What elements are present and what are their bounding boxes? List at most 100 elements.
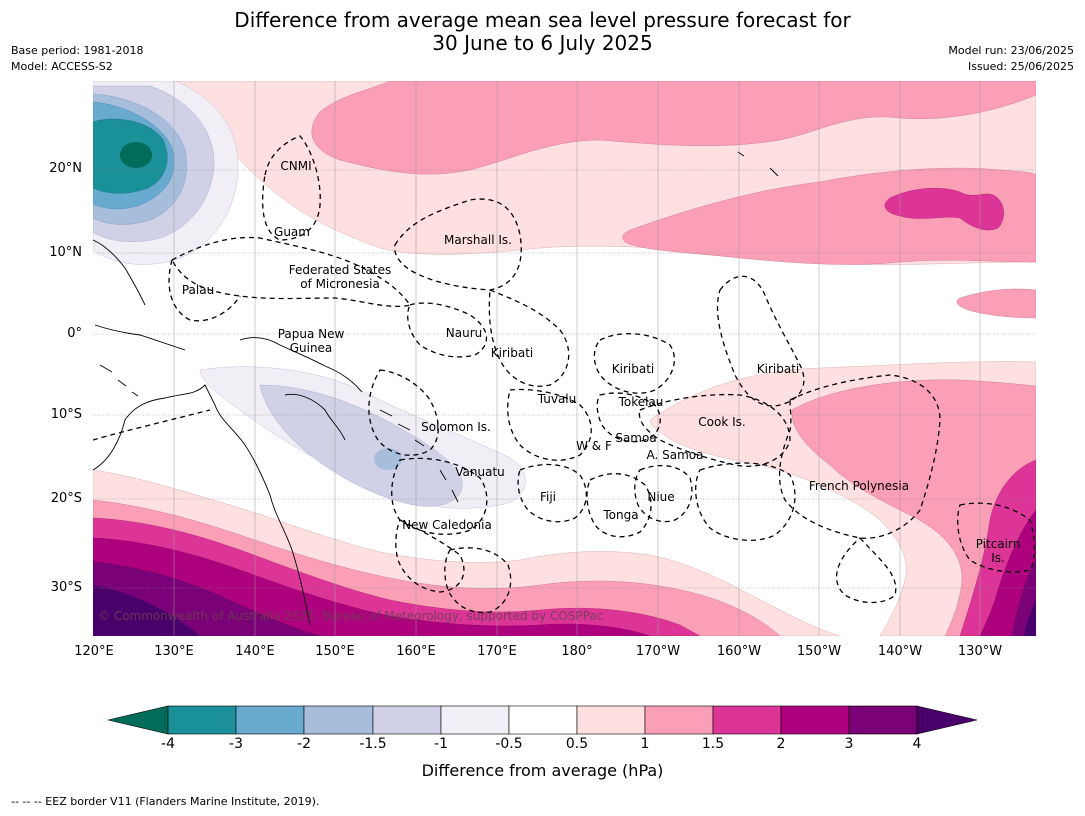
region-label-asamoa: A. Samoa xyxy=(647,448,704,462)
region-label-tokelau: Tokelau xyxy=(619,395,664,409)
lat-label-20n: 20°N xyxy=(49,161,82,176)
region-label-line: CNMI xyxy=(280,159,312,173)
lat-label-0: 0° xyxy=(67,326,82,341)
colorbar-segment xyxy=(576,705,646,735)
model-name: Model: ACCESS-S2 xyxy=(11,60,113,73)
region-label-line: Samoa xyxy=(615,431,657,445)
region-label-line: Kiribati xyxy=(490,346,534,360)
lon-label-160w: 160°W xyxy=(716,644,762,659)
region-label-cook: Cook Is. xyxy=(698,415,745,429)
colorbar-segment xyxy=(303,705,374,735)
region-label-niue: Niue xyxy=(647,490,674,504)
colorbar-tick-label: 2 xyxy=(776,736,786,752)
chart-title-line2: 30 June to 6 July 2025 xyxy=(432,31,653,55)
region-label-line: Solomon Is. xyxy=(421,420,491,434)
colorbar-tick-label: -1.5 xyxy=(359,736,387,752)
lon-label-140e: 140°E xyxy=(235,644,275,659)
lon-label-130e: 130°E xyxy=(154,644,194,659)
region-label-guam: Guam xyxy=(274,225,310,239)
region-label-samoa: Samoa xyxy=(615,431,656,445)
copyright-notice: © Commonwealth of Australia 2025, Bureau… xyxy=(98,609,604,623)
region-label-line: Guam xyxy=(274,225,310,239)
region-label-fiji: Fiji xyxy=(540,490,556,504)
colorbar-segment xyxy=(372,705,442,735)
colorbar-segment xyxy=(712,705,782,735)
region-label-cnmi: CNMI xyxy=(280,159,311,173)
anomaly-1-north-c xyxy=(956,288,1036,319)
colorbar xyxy=(107,705,978,735)
region-label-kiribati-c: Kiribati xyxy=(612,362,654,376)
region-label-line: Tokelau xyxy=(618,395,664,409)
colorbar-tick-label: 1 xyxy=(640,736,650,752)
region-label-line: New Caledonia xyxy=(402,518,492,532)
colorbar-tick-label: 1.5 xyxy=(701,736,725,752)
region-label-line: Fiji xyxy=(539,490,557,504)
lon-label-120e: 120°E xyxy=(74,644,114,659)
region-label-palau: Palau xyxy=(182,283,214,297)
region-label-tonga: Tonga xyxy=(603,508,638,522)
region-label-line: Kiribati xyxy=(756,362,800,376)
colorbar-tick-label: 0.5 xyxy=(565,736,589,752)
lon-label-170e: 170°E xyxy=(477,644,517,659)
model-run: Model run: 23/06/2025 xyxy=(948,44,1074,57)
colorbar-tick-label: 3 xyxy=(844,736,854,752)
colorbar-segment xyxy=(167,705,237,735)
region-label-line: Vanuatu xyxy=(455,465,505,479)
colorbar-segment xyxy=(235,705,305,735)
colorbar-segment xyxy=(780,705,850,735)
region-label-line: A. Samoa xyxy=(646,448,704,462)
region-label-line: W & F xyxy=(576,439,612,453)
lat-label-30s: 30°S xyxy=(50,580,82,595)
colorbar-segment xyxy=(848,705,918,735)
colorbar-tick-label: -3 xyxy=(229,736,243,752)
region-label-line: Tonga xyxy=(603,508,639,522)
lon-label-140w: 140°W xyxy=(877,644,923,659)
region-label-solomon: Solomon Is. xyxy=(421,420,491,434)
region-label-wf: W & F xyxy=(576,439,612,453)
lon-label-180: 180° xyxy=(561,644,593,659)
region-label-kiribati-e: Kiribati xyxy=(757,362,799,376)
region-label-line: Is. xyxy=(991,551,1005,565)
issued-date: Issued: 25/06/2025 xyxy=(967,60,1074,73)
lon-label-130w: 130°W xyxy=(957,644,1003,659)
pressure-anomaly-map xyxy=(93,81,1036,636)
anomaly-neg-1.5-coral xyxy=(374,448,402,470)
colorbar-extend-high xyxy=(916,705,978,735)
colorbar-segment xyxy=(440,705,510,735)
region-label-kiribati-w: Kiribati xyxy=(491,346,533,360)
colorbar-tick-label: -0.5 xyxy=(495,736,523,752)
lon-label-170w: 170°W xyxy=(635,644,681,659)
colorbar-tick-label: -4 xyxy=(161,736,175,752)
eez-borders xyxy=(93,135,1036,614)
lat-label-20s: 20°S xyxy=(50,491,82,506)
colorbar-label: Difference from average (hPa) xyxy=(421,761,664,780)
region-label-line: Cook Is. xyxy=(698,415,746,429)
colorbar-tick-label: -2 xyxy=(297,736,311,752)
region-label-line: Palau xyxy=(181,283,215,297)
region-label-line: Tuvalu xyxy=(537,392,577,406)
region-label-line: Kiribati xyxy=(611,362,655,376)
meridians xyxy=(173,81,981,636)
region-label-line: French Polynesia xyxy=(808,479,910,493)
region-label-fsm: Federated States of Micronesia xyxy=(289,263,391,291)
region-label-line: Pitcairn xyxy=(975,537,1021,551)
region-label-line: Papua New xyxy=(277,327,345,341)
gridlines xyxy=(93,169,1036,589)
region-label-tuvalu: Tuvalu xyxy=(538,392,577,406)
region-label-frpoly: French Polynesia xyxy=(809,479,909,493)
colorbar-tick-label: 4 xyxy=(912,736,922,752)
lon-label-150e: 150°E xyxy=(315,644,355,659)
region-label-line: Guinea xyxy=(289,341,333,355)
colorbar-extend-low xyxy=(107,705,169,735)
colorbar-segment xyxy=(644,705,714,735)
anomaly-neg-1-coral xyxy=(259,384,463,507)
region-label-line: Marshall Is. xyxy=(444,233,512,247)
coastlines xyxy=(93,151,779,626)
anomaly-4-east xyxy=(1024,600,1036,636)
region-label-vanuatu: Vanuatu xyxy=(455,465,505,479)
lat-label-10n: 10°N xyxy=(49,245,82,260)
region-label-line: Federated States xyxy=(288,263,392,277)
lat-label-10s: 10°S xyxy=(50,407,82,422)
region-label-marshall: Marshall Is. xyxy=(444,233,512,247)
region-label-line: Niue xyxy=(647,490,675,504)
